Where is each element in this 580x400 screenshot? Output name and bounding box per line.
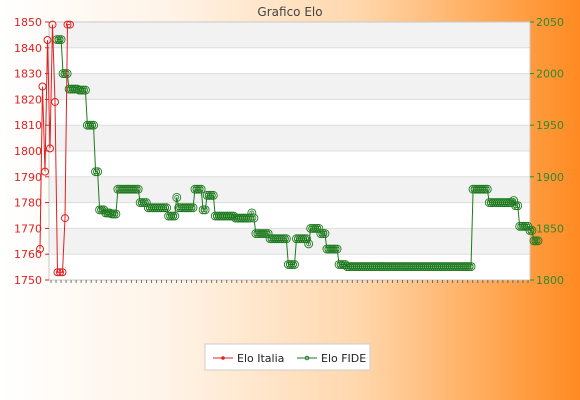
data-point bbox=[332, 244, 342, 254]
data-point-inner bbox=[174, 195, 180, 200]
chart-title: Grafico Elo bbox=[257, 5, 322, 19]
data-point-inner bbox=[292, 262, 297, 267]
y-left-tick-label: 1760 bbox=[14, 248, 42, 261]
data-point bbox=[466, 262, 476, 272]
data-point-inner bbox=[198, 186, 204, 192]
y-left-tick-label: 1780 bbox=[14, 197, 42, 210]
legend-label-elo-italia: Elo Italia bbox=[237, 352, 284, 365]
data-point-inner bbox=[83, 87, 88, 93]
data-point bbox=[170, 211, 180, 221]
legend-marker-elo-italia bbox=[221, 356, 225, 360]
data-point bbox=[61, 214, 69, 223]
data-point bbox=[200, 205, 210, 215]
y-right-tick-label: 2000 bbox=[536, 68, 564, 81]
plot-band bbox=[49, 202, 530, 229]
legend-box bbox=[204, 343, 371, 371]
y-right-tick-label: 1950 bbox=[536, 119, 564, 132]
data-point bbox=[46, 144, 54, 153]
data-point bbox=[172, 192, 182, 202]
y-left-tick-label: 1750 bbox=[14, 274, 42, 287]
data-point-inner bbox=[251, 215, 257, 221]
data-point bbox=[48, 20, 57, 29]
data-point bbox=[63, 20, 72, 29]
y-right-tick-label: 1850 bbox=[536, 222, 564, 235]
data-point-inner bbox=[468, 264, 474, 269]
data-point bbox=[38, 82, 47, 91]
data-point bbox=[290, 260, 299, 269]
plot-band bbox=[49, 125, 530, 151]
data-point-inner bbox=[484, 186, 490, 192]
data-point-inner bbox=[113, 211, 119, 217]
data-point bbox=[43, 36, 52, 45]
plot-band bbox=[49, 73, 530, 100]
data-point bbox=[482, 184, 492, 194]
data-point bbox=[66, 20, 74, 29]
data-point-inner bbox=[172, 213, 178, 219]
y-left-tick-label: 1790 bbox=[14, 171, 42, 184]
y-left-tick-label: 1840 bbox=[14, 42, 42, 55]
data-point bbox=[513, 201, 523, 211]
data-point-inner bbox=[210, 192, 216, 198]
y-right-tick-label: 2050 bbox=[536, 16, 564, 29]
data-point-inner bbox=[202, 207, 208, 213]
data-point bbox=[53, 268, 62, 277]
data-point bbox=[162, 203, 172, 213]
data-point-inner bbox=[535, 238, 541, 244]
data-point bbox=[320, 229, 330, 239]
data-point bbox=[56, 268, 64, 277]
y-left-tick-label: 1850 bbox=[14, 16, 42, 29]
data-point-inner bbox=[164, 205, 169, 211]
y-right-tick-label: 1800 bbox=[536, 274, 564, 287]
data-point bbox=[188, 203, 198, 213]
data-point bbox=[304, 239, 314, 249]
series-line-elo-fide bbox=[57, 39, 538, 268]
data-point-inner bbox=[91, 122, 96, 128]
data-point bbox=[36, 245, 44, 254]
plot-band bbox=[49, 151, 530, 177]
y-left-tick-label: 1770 bbox=[14, 222, 42, 235]
data-point bbox=[111, 209, 121, 219]
data-point-inner bbox=[515, 203, 521, 209]
data-point-inner bbox=[322, 231, 328, 236]
legend-marker-elo-fide bbox=[304, 355, 310, 361]
data-point bbox=[533, 236, 543, 246]
data-point bbox=[56, 35, 66, 44]
data-point bbox=[281, 234, 291, 244]
data-point-inner bbox=[306, 241, 312, 247]
plot-band bbox=[49, 47, 530, 74]
y-right-tick-label: 1900 bbox=[536, 171, 564, 184]
plot-band bbox=[49, 176, 530, 203]
data-point bbox=[80, 85, 90, 95]
series-line-elo-italia bbox=[39, 24, 70, 273]
y-left-tick-label: 1800 bbox=[14, 145, 42, 158]
data-point bbox=[51, 97, 59, 106]
data-point bbox=[133, 184, 143, 194]
data-point-inner bbox=[58, 37, 64, 42]
data-point bbox=[196, 184, 206, 194]
data-point-inner bbox=[529, 228, 535, 233]
data-point-inner bbox=[283, 236, 289, 242]
data-point bbox=[208, 190, 218, 200]
y-left-tick-label: 1810 bbox=[14, 119, 42, 132]
data-point bbox=[93, 167, 103, 177]
data-point-inner bbox=[135, 186, 141, 192]
data-point bbox=[527, 226, 537, 235]
legend-label-elo-fide: Elo FIDE bbox=[321, 352, 366, 365]
data-point bbox=[89, 120, 98, 130]
data-point bbox=[58, 268, 67, 277]
y-left-tick-label: 1830 bbox=[14, 68, 42, 81]
plot-band bbox=[49, 22, 530, 48]
data-point-inner bbox=[95, 169, 100, 175]
data-point-inner bbox=[334, 246, 340, 252]
y-left-tick-label: 1820 bbox=[14, 93, 42, 106]
data-point bbox=[249, 213, 259, 223]
plot-band bbox=[49, 99, 530, 126]
data-point-inner bbox=[190, 205, 196, 211]
data-point bbox=[41, 167, 49, 176]
